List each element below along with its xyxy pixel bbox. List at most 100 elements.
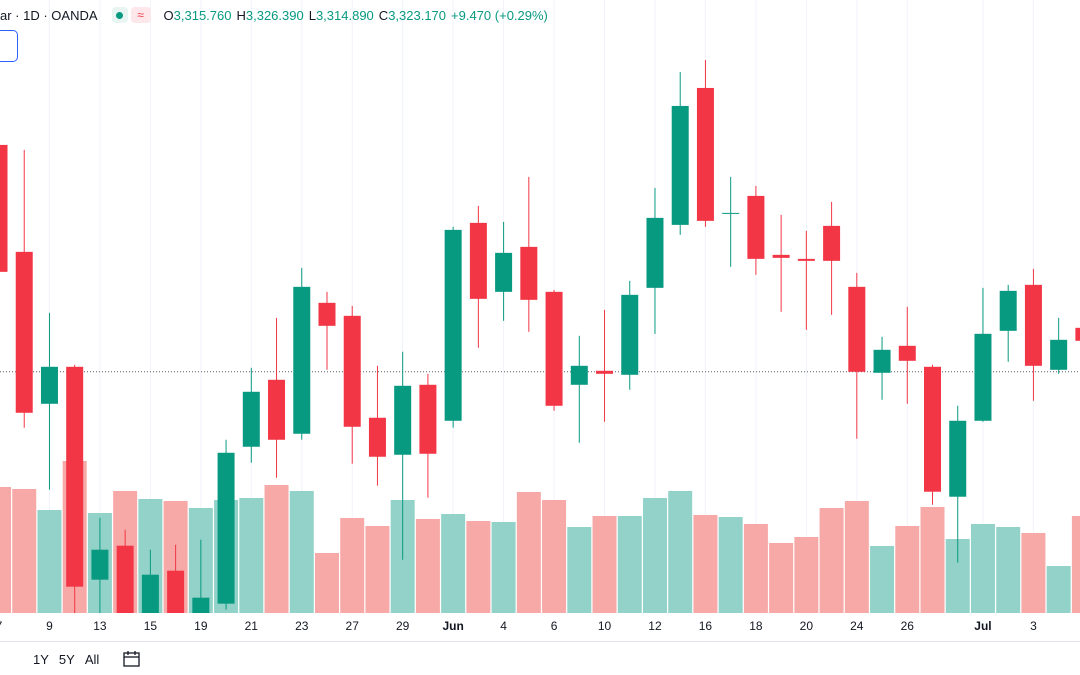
candle-body [999, 290, 1017, 331]
side-button[interactable] [0, 30, 18, 62]
candle-body [242, 391, 260, 447]
volume-bar [970, 524, 995, 613]
candle-body [293, 286, 311, 434]
change: +9.470 (+0.29%) [451, 7, 548, 23]
volume-bar [920, 507, 945, 613]
volume-bar [769, 543, 794, 613]
candle-body [696, 87, 714, 221]
ohlc-label: L [308, 7, 316, 23]
candle-body [368, 417, 386, 457]
range-button[interactable]: All [84, 651, 100, 667]
x-tick-label: Jun [442, 619, 463, 633]
candle-body [318, 302, 336, 326]
ohlc-values: O 3,315.760 H 3,326.390 L 3,314.890 C 3,323.170 [164, 8, 452, 23]
candle-body [495, 252, 513, 292]
legend-header: ar · 1D · OANDA ≈ O 3,315.760 H 3,326.390 L 3… [0, 5, 548, 25]
volume-bar [1021, 533, 1046, 613]
x-tick-label: 4 [500, 619, 507, 633]
volume-bar [870, 546, 895, 613]
volume-bar [314, 553, 339, 613]
x-tick-label: 27 [346, 619, 360, 633]
volume-bar [996, 527, 1021, 613]
x-tick-label: 23 [295, 619, 309, 633]
candle-body [1050, 339, 1068, 370]
volume-bar [642, 498, 667, 613]
volume-bar [340, 518, 365, 613]
ohlc-label: H [236, 7, 246, 23]
plot-area [0, 59, 1080, 613]
volume-bar [0, 487, 11, 613]
candle-body [646, 217, 664, 288]
candle-body [343, 315, 361, 427]
volume-bar [516, 492, 541, 613]
volume-bar [12, 489, 37, 613]
x-tick-label: 9 [46, 619, 53, 633]
ohlc-value: 3,315.760 [173, 7, 232, 23]
candle-body [167, 570, 185, 613]
volume-bar [693, 515, 718, 613]
x-tick-label: 15 [144, 619, 158, 633]
volume-bar [289, 491, 314, 613]
date-range-icon[interactable] [122, 649, 142, 669]
volume-bar [264, 485, 289, 613]
x-tick-label: 21 [245, 619, 259, 633]
candle-body [40, 366, 58, 404]
volume-bar [794, 537, 819, 613]
candle-body [848, 286, 866, 372]
x-tick-label: 6 [551, 619, 558, 633]
volume-bar [567, 527, 592, 613]
range-button[interactable]: 1Y [33, 651, 49, 667]
candle-body [671, 105, 689, 225]
candle-body [91, 549, 109, 580]
ohlc-value: 3,326.390 [245, 7, 304, 23]
volume-bar [743, 524, 768, 613]
ohlc-value: 3,314.890 [315, 7, 374, 23]
candle-body [722, 212, 740, 214]
candle-body [444, 229, 462, 421]
range-button[interactable]: 5Y [58, 651, 75, 667]
candle-body [520, 246, 538, 300]
volume-bar [491, 522, 516, 613]
status-dot[interactable] [111, 7, 128, 23]
candle-body [116, 545, 134, 613]
candle-body [898, 345, 916, 361]
volume-bar [239, 498, 264, 613]
volume-bar [718, 517, 743, 613]
volume-bar [617, 516, 642, 613]
candle-body [1075, 327, 1080, 341]
volume-bar [668, 491, 693, 613]
candle-body [192, 597, 210, 613]
candle-body [621, 294, 639, 375]
session-icon[interactable]: ≈ [130, 7, 151, 23]
symbol: ar · 1D · OANDA [0, 7, 98, 23]
volume-bar [365, 526, 390, 613]
ohlc-label: O [163, 7, 174, 23]
x-tick-label: Jul [974, 619, 991, 633]
x-tick-label: 10 [598, 619, 612, 633]
x-tick-label: 24 [850, 619, 864, 633]
candle-body [1024, 284, 1042, 366]
candle-body [545, 291, 563, 406]
candle-body [596, 370, 614, 374]
x-tick-label: 20 [800, 619, 814, 633]
x-tick-label: 13 [93, 619, 107, 633]
volume-bar [37, 510, 62, 613]
x-tick-label: 19 [194, 619, 208, 633]
candle-body [268, 379, 286, 440]
ohlc-label: C [378, 7, 389, 23]
volume-bar [819, 508, 844, 613]
candle-body [949, 420, 967, 497]
volume-bar [592, 516, 617, 613]
x-tick-label: 7 [0, 619, 3, 633]
candle-body [570, 365, 588, 385]
volume-bar [542, 500, 567, 613]
candle-body [873, 349, 891, 373]
volume-bar [844, 501, 869, 613]
candle-body [419, 384, 437, 454]
volume-bar [466, 521, 491, 613]
candle-body [797, 258, 815, 261]
toolbar: 1Y 5Y All [0, 641, 1080, 675]
ohlc-value: 3,323.170 [388, 7, 447, 23]
candle-body [15, 251, 33, 413]
